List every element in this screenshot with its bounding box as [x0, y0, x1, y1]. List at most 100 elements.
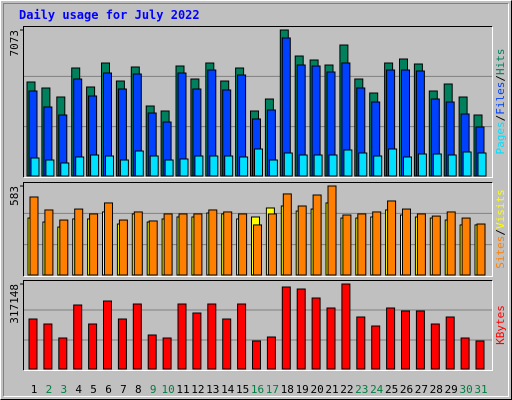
bar	[192, 312, 202, 370]
bar	[446, 211, 456, 276]
bar	[358, 152, 368, 177]
legend-entry: Sites	[494, 236, 507, 269]
bar	[268, 159, 278, 177]
bar	[147, 334, 157, 370]
bar	[402, 208, 411, 276]
bar	[60, 162, 70, 177]
bar	[313, 154, 323, 177]
y-tick-label: 7073	[8, 30, 21, 57]
bar	[148, 220, 158, 276]
legend-entry: KBytes	[494, 305, 507, 345]
bar	[416, 213, 426, 276]
bar	[238, 213, 248, 276]
legend-separator: /	[494, 75, 507, 82]
bar	[281, 286, 291, 370]
bar	[119, 159, 129, 177]
bar	[134, 150, 144, 177]
x-tick-label: 14	[221, 383, 235, 396]
bar	[43, 323, 53, 370]
bar	[357, 213, 367, 276]
x-tick-label: 24	[370, 383, 384, 396]
bar	[356, 316, 366, 370]
bar	[311, 297, 321, 370]
bar	[283, 152, 293, 177]
bar	[59, 219, 69, 276]
bar	[90, 154, 100, 177]
bar	[447, 154, 457, 177]
bar	[237, 303, 247, 370]
bar	[252, 340, 261, 370]
bar	[373, 155, 383, 177]
x-tick-label: 13	[206, 383, 219, 396]
bar	[372, 211, 382, 276]
bar	[104, 202, 113, 276]
plot-frame-dark	[23, 280, 493, 371]
bar	[432, 153, 442, 177]
plot-frame-light	[23, 280, 493, 371]
x-tick-label: 1	[31, 383, 38, 396]
bar	[462, 151, 472, 177]
x-tick-label: 2	[46, 383, 53, 396]
bar	[282, 193, 292, 276]
bar	[388, 148, 398, 177]
y-tick-label: 317148	[8, 284, 21, 324]
bar	[254, 148, 263, 177]
bar	[298, 154, 308, 177]
y-tick-label: 583	[8, 186, 21, 206]
legend-entry: Files	[494, 82, 507, 115]
bar	[88, 323, 98, 370]
bar	[460, 337, 470, 370]
x-tick-label: 23	[355, 383, 368, 396]
x-tick-label: 5	[90, 383, 97, 396]
bar	[296, 288, 306, 370]
bar	[327, 185, 337, 276]
border-inner-dark	[3, 3, 509, 397]
x-tick-label: 20	[310, 383, 323, 396]
x-tick-label: 6	[105, 383, 112, 396]
bar	[179, 158, 189, 177]
bar	[312, 194, 322, 276]
bar	[403, 156, 412, 177]
x-tick-label: 17	[266, 383, 279, 396]
bar	[162, 337, 172, 370]
bar	[208, 209, 218, 276]
legend-entry: Hits	[494, 49, 507, 76]
x-tick-label: 29	[445, 383, 458, 396]
bar	[387, 200, 397, 276]
bar	[475, 340, 485, 370]
bar	[44, 209, 54, 276]
bar	[30, 157, 40, 177]
x-tick-label: 31	[474, 383, 487, 396]
bar	[222, 318, 232, 370]
bar	[224, 155, 234, 177]
bar	[343, 149, 353, 177]
x-tick-label: 15	[236, 383, 249, 396]
bar	[133, 211, 143, 276]
bar	[105, 155, 114, 177]
bar	[207, 303, 217, 370]
x-tick-label: 27	[415, 383, 428, 396]
bar	[75, 156, 85, 177]
bar	[29, 196, 39, 276]
x-tick-label: 25	[385, 383, 398, 396]
x-tick-label: 10	[161, 383, 174, 396]
bar	[209, 155, 219, 177]
bar	[431, 215, 441, 276]
bar	[117, 318, 127, 370]
bar	[386, 307, 396, 370]
bar	[341, 283, 351, 370]
chart-title: Daily usage for July 2022	[19, 8, 200, 22]
bar	[73, 304, 83, 370]
bar	[328, 154, 338, 177]
bar	[45, 159, 55, 177]
legend: Pages/Files/Hits	[494, 49, 507, 155]
bar	[163, 213, 173, 276]
legend-separator: /	[494, 115, 507, 122]
x-tick-label: 16	[251, 383, 264, 396]
bar	[342, 214, 352, 276]
bar	[58, 337, 68, 370]
bar	[223, 211, 233, 276]
bar	[401, 310, 410, 370]
x-tick-label: 19	[296, 383, 309, 396]
